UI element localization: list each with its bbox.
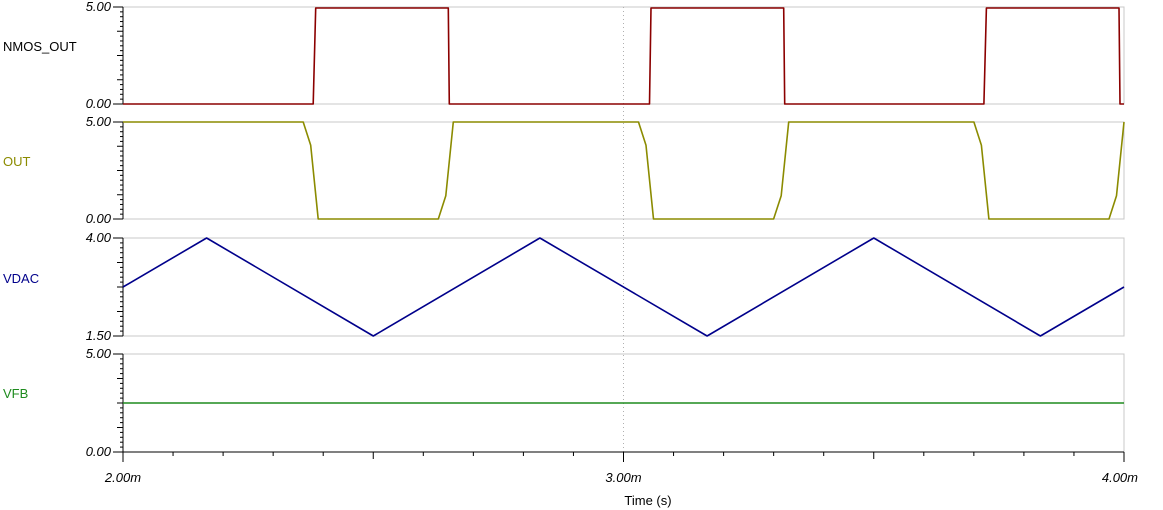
- x-axis-label: Time (s): [624, 493, 671, 508]
- series-out-line: [123, 121, 1125, 220]
- x-tick-label: 4.00m: [1102, 470, 1138, 485]
- panel-vdac-ytick-label-max: 4.00: [86, 230, 112, 245]
- panel-vfb-ytick-label-max: 5.00: [86, 346, 112, 361]
- panel-nmos-out-ytick-label-min: 0.00: [86, 96, 112, 111]
- panel-out-label: OUT: [3, 154, 31, 169]
- panel-out-frame: [122, 121, 1125, 220]
- x-tick-label: 3.00m: [605, 470, 641, 485]
- panel-vfb-ytick-label-min: 0.00: [86, 444, 112, 459]
- series-nmos-out-line: [123, 7, 1124, 105]
- panel-vfb-label: VFB: [3, 386, 28, 401]
- series-vdac-line: [122, 237, 1125, 337]
- x-axis: 2.00m 3.00m 4.00m: [104, 451, 1138, 485]
- panel-nmos-out-label: NMOS_OUT: [3, 39, 77, 54]
- panel-out-ytick-label-min: 0.00: [86, 211, 112, 226]
- series-layer: [122, 7, 1125, 404]
- panel-nmos-out-ytick-label-max: 5.00: [86, 0, 112, 14]
- x-tick-label: 2.00m: [104, 470, 141, 485]
- panel-vdac-label: VDAC: [3, 271, 39, 286]
- panel-vdac-ytick-label-min: 1.50: [86, 328, 112, 343]
- panel-out-ytick-label-max: 5.00: [86, 114, 112, 129]
- panels-layer: 5.00 0.00 NMOS_OUT 5.00 0.00 OUT 4.00 1.50 VDAC 5…: [3, 0, 1125, 459]
